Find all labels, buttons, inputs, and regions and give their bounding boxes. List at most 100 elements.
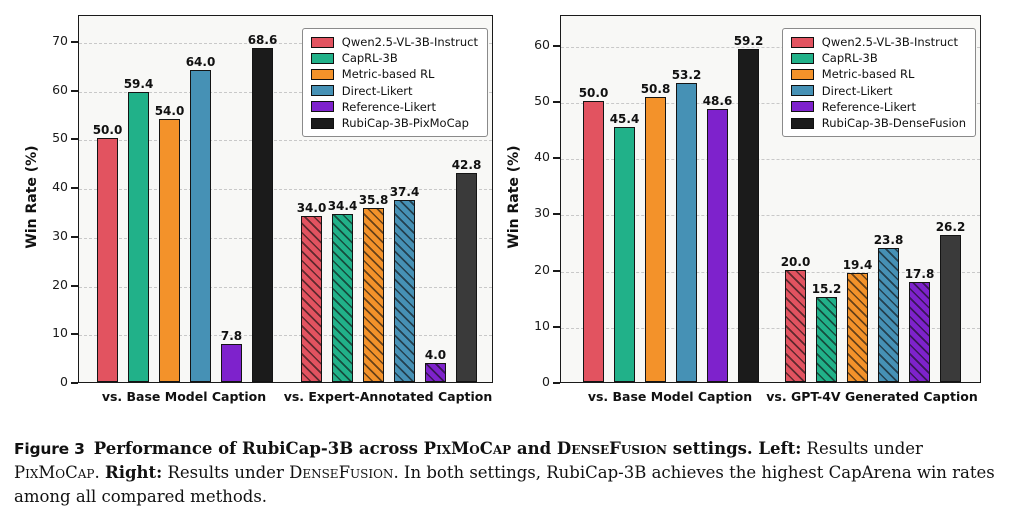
legend-item: Metric-based RL (310, 66, 478, 82)
figure-caption: Figure 3 Performance of RubiCap-3B across… (14, 437, 1008, 509)
caption-left-text: Results under (801, 439, 923, 458)
legend-item-label: Direct-Likert (341, 83, 413, 98)
legend-item-label: RubiCap-3B-PixMoCap (341, 116, 469, 131)
x-category-label: vs. Base Model Caption (587, 389, 753, 404)
x-category-label: vs. Base Model Caption (101, 389, 267, 404)
bar-value-label: 7.8 (220, 328, 243, 343)
y-tick-label: 50 (52, 130, 68, 146)
bar-direct-likert (190, 70, 211, 382)
y-tick-mark (553, 101, 560, 104)
gridline (561, 159, 980, 161)
legend-swatch (310, 68, 334, 80)
y-tick-mark (71, 187, 78, 190)
bar-direct-likert (878, 248, 899, 382)
y-tick-mark (71, 138, 78, 141)
bar-reference-likert (425, 362, 446, 382)
y-tick-mark (71, 333, 78, 336)
caption-smallcaps-pixmocap: PixMoCap (14, 462, 95, 482)
bar-value-label: 37.4 (389, 184, 420, 199)
bar-value-label: 50.0 (578, 86, 609, 101)
bar-caprl-3b (128, 92, 149, 382)
gridline (79, 42, 492, 44)
legend-item-label: CapRL-3B (341, 51, 398, 66)
legend-item-label: Direct-Likert (821, 83, 893, 98)
caption-period: . (94, 462, 105, 482)
caption-smallcaps-densefusion: DenseFusion (289, 462, 394, 482)
legend-item-label: Qwen2.5-VL-3B-Instruct (821, 35, 958, 50)
legend-swatch (310, 117, 334, 129)
bar-value-label: 34.4 (327, 199, 358, 214)
legend-item: Qwen2.5-VL-3B-Instruct (310, 34, 478, 50)
legend-item: Reference-Likert (790, 99, 966, 115)
legend-item: Metric-based RL (790, 66, 966, 82)
legend-item: Reference-Likert (310, 99, 478, 115)
y-tick-label: 30 (534, 205, 550, 221)
gridline (561, 271, 980, 273)
bar-value-label: 19.4 (842, 258, 873, 272)
bar-value-label: 59.4 (123, 77, 154, 92)
figure-number-label: Figure 3 (14, 440, 85, 458)
caption-left-label: Left: (758, 439, 802, 458)
y-tick-mark (553, 325, 560, 328)
bar-caprl-3b (614, 126, 635, 382)
y-tick-label: 60 (534, 36, 550, 52)
y-tick-label: 10 (534, 317, 550, 333)
x-category-label: vs. Expert-Annotated Caption (283, 389, 493, 404)
caption-right-label: Right: (104, 462, 163, 482)
legend-swatch (790, 101, 814, 113)
bar-value-label: 34.0 (296, 201, 327, 216)
caption-bold-settings: settings. (667, 439, 759, 458)
bar-value-label: 45.4 (609, 111, 640, 126)
y-tick-mark (71, 284, 78, 287)
bar-value-label: 48.6 (702, 93, 733, 108)
legend-item-label: Metric-based RL (821, 67, 915, 82)
gridline (79, 286, 492, 288)
legend-item: CapRL-3B (310, 50, 478, 66)
chart-pixmocap: 50.0 59.4 54.0 64.0 7.8 68.6 34.0 34.4 35.8 37.4 4… (0, 0, 512, 408)
legend-item-label: Reference-Likert (821, 99, 917, 114)
y-tick-label: 40 (534, 149, 550, 165)
bar-metric-based-rl (847, 273, 868, 382)
bar-value-label: 64.0 (185, 55, 216, 70)
bar-direct-likert (394, 199, 415, 382)
bar-value-label: 15.2 (811, 281, 842, 296)
bar-value-label: 50.8 (640, 81, 671, 96)
bar-value-label: 53.2 (671, 68, 702, 83)
plot-area: 50.0 59.4 54.0 64.0 7.8 68.6 34.0 34.4 35.8 37.4 4… (78, 15, 493, 383)
legend-item-label: RubiCap-3B-DenseFusion (821, 116, 966, 131)
legend: Qwen2.5-VL-3B-Instruct CapRL-3B Metric-bas… (781, 28, 976, 138)
bar-caprl-3b (816, 296, 837, 382)
bar-value-label: 50.0 (92, 123, 123, 138)
bar-reference-likert (707, 108, 728, 382)
bar-value-label: 20.0 (780, 254, 811, 269)
bar-value-label: 35.8 (358, 192, 389, 207)
bar-rubicap-3b-pixmocap (456, 173, 477, 382)
legend-item-label: Metric-based RL (341, 67, 435, 82)
gridline (561, 46, 980, 48)
y-tick-mark (71, 382, 78, 384)
legend-swatch (310, 52, 334, 64)
gridline (79, 189, 492, 191)
x-category-label: vs. GPT-4V Generated Caption (766, 389, 978, 404)
bar-reference-likert (221, 343, 242, 382)
caption-tail: . In both settings, RubiCap-3B achieves … (14, 462, 995, 506)
y-tick-mark (71, 40, 78, 43)
bar-metric-based-rl (363, 207, 384, 382)
bar-value-label: 59.2 (733, 34, 764, 49)
y-tick-label: 50 (534, 93, 550, 109)
charts-row: 50.0 59.4 54.0 64.0 7.8 68.6 34.0 34.4 35.8 37.4 4… (0, 0, 1024, 408)
legend-swatch (790, 117, 814, 129)
gridline (79, 140, 492, 142)
gridline (561, 327, 980, 329)
y-tick-label: 0 (542, 374, 550, 389)
y-tick-label: 30 (52, 227, 68, 243)
caption-right-text: Results under (162, 462, 290, 482)
legend-swatch (790, 52, 814, 64)
legend-item: Direct-Likert (790, 83, 966, 99)
chart-densefusion: 50.0 45.4 50.8 53.2 48.6 59.2 20.0 15.2 19.4 23.8… (506, 0, 1024, 408)
gridline (79, 91, 492, 93)
bar-qwen2-5-vl-3b-instruct (301, 216, 322, 382)
y-tick-mark (553, 382, 560, 384)
legend-item: RubiCap-3B-PixMoCap (310, 115, 478, 131)
